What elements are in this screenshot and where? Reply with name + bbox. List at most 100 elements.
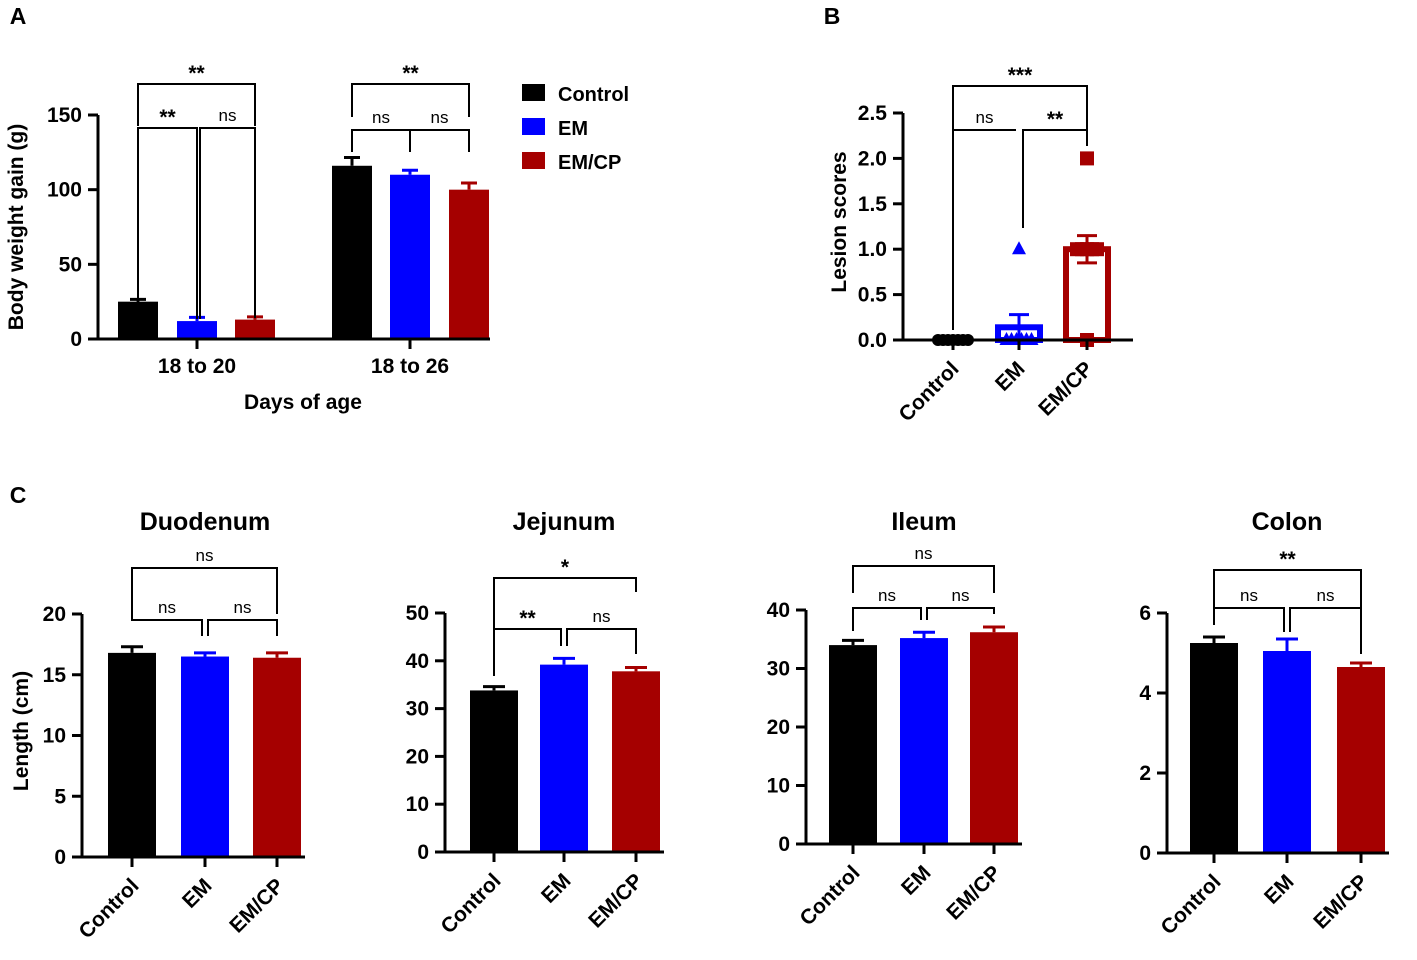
- x-tick-label-c: EM: [537, 869, 576, 908]
- y-axis-c-tick-label: 10: [406, 793, 429, 816]
- significance-bracket-c-label: **: [519, 607, 536, 630]
- y-axis-c-tick-label: 30: [406, 698, 429, 721]
- chart-title-2: Ileum: [891, 508, 956, 536]
- error-bar-c: [1350, 661, 1372, 667]
- x-tick-label-c: Control: [436, 869, 505, 938]
- error-bar-c: [983, 625, 1005, 633]
- y-axis-title-a: Body weight gain (g): [5, 124, 28, 330]
- y-axis-b-tick-label: 0.0: [858, 329, 887, 352]
- significance-bracket-a-label: ns: [219, 106, 237, 125]
- y-axis-c-tick-label: 6: [1139, 602, 1151, 625]
- significance-bracket-a-label: **: [402, 62, 419, 85]
- data-point-b: [1090, 242, 1104, 257]
- bar-a-EM/CP-0: [235, 319, 275, 339]
- significance-bracket-c-label: ns: [1240, 586, 1258, 605]
- data-point-b: [1080, 151, 1094, 166]
- data-point-b: [1012, 241, 1026, 255]
- significance-bracket-a-label: ns: [431, 108, 449, 127]
- significance-bracket-c-label: ns: [234, 598, 252, 617]
- y-axis-a-tick-label: 150: [47, 104, 82, 127]
- y-axis-c-tick-label: 40: [767, 599, 790, 622]
- x-tick-label-a: 18 to 26: [371, 355, 449, 378]
- significance-bracket-a-label: **: [159, 106, 176, 129]
- significance-bracket-a: [351, 129, 411, 152]
- x-tick-label-a: 18 to 20: [158, 355, 236, 378]
- x-tick-label-c: EM/CP: [942, 861, 1005, 924]
- legend-swatch-EM: [522, 118, 545, 135]
- significance-bracket-c: [852, 607, 922, 631]
- y-axis-b-tick-label: 1.5: [858, 193, 888, 216]
- significance-bracket-c-label: **: [1279, 548, 1296, 571]
- y-axis-c-tick-label: 30: [767, 658, 790, 681]
- significance-bracket-b-label: ns: [976, 108, 994, 127]
- y-axis-c-tick-label: 50: [406, 602, 429, 625]
- x-tick-label-c: EM/CP: [584, 869, 647, 932]
- bar-a-EM/CP-1: [449, 189, 489, 339]
- error-bar-c: [553, 656, 575, 665]
- x-tick-label-b: Control: [894, 357, 963, 426]
- bar-c-Control: [829, 645, 877, 844]
- bar-c-EM/CP: [612, 671, 660, 852]
- significance-bracket-c: [493, 577, 637, 676]
- significance-bracket-c-label: ns: [1317, 586, 1335, 605]
- y-axis-c-tick-label: 2: [1139, 762, 1151, 785]
- y-axis-a-tick-label: 0: [70, 328, 82, 351]
- significance-bracket-c: [131, 567, 278, 614]
- y-axis-b-tick-label: 1.0: [858, 238, 887, 261]
- bar-c-Control: [1190, 643, 1238, 853]
- bar-a-EM-0: [177, 321, 217, 339]
- y-axis-c-tick-label: 15: [43, 664, 67, 687]
- legend-label: EM: [558, 118, 588, 140]
- x-tick-label-c: EM: [897, 861, 936, 900]
- significance-bracket-c-label: ns: [158, 598, 176, 617]
- x-tick-label-c: EM: [1260, 870, 1299, 909]
- bar-a-Control-1: [332, 165, 372, 339]
- y-axis-a-tick-label: 50: [59, 253, 82, 276]
- y-axis-c-tick-label: 0: [1139, 842, 1151, 865]
- chart-title-3: Colon: [1252, 508, 1323, 536]
- error-bar-c: [1203, 635, 1225, 643]
- significance-bracket-c: [207, 619, 278, 636]
- significance-bracket-c: [852, 565, 995, 593]
- bar-c-EM: [540, 664, 588, 852]
- significance-bracket-b-label: **: [1047, 108, 1064, 131]
- y-axis-c-tick-label: 10: [43, 725, 66, 748]
- y-axis-b-tick-label: 2.5: [858, 102, 888, 125]
- x-tick-label-c: EM/CP: [1309, 870, 1372, 933]
- significance-bracket-a: [137, 127, 198, 319]
- bar-c-EM: [900, 638, 948, 844]
- legend-swatch-Control: [522, 84, 545, 101]
- x-tick-label-b: EM/CP: [1034, 357, 1097, 420]
- y-axis-title-b: Lesion scores: [828, 151, 851, 292]
- y-axis-c-tick-label: 40: [406, 650, 429, 673]
- significance-bracket-b: [952, 129, 1016, 330]
- bar-c-Control: [108, 652, 156, 857]
- x-tick-label-c: EM: [178, 874, 217, 913]
- significance-bracket-a-label: **: [188, 62, 205, 85]
- y-axis-title-c: Length (cm): [10, 671, 33, 791]
- significance-bracket-c: [1213, 607, 1285, 632]
- error-bar-c: [266, 651, 288, 658]
- y-axis-c-tick-label: 20: [406, 745, 429, 768]
- significance-bracket-a: [351, 83, 470, 117]
- x-tick-label-b: EM: [991, 357, 1030, 396]
- significance-bracket-c-label: ns: [952, 586, 970, 605]
- error-bar-c: [842, 638, 864, 646]
- significance-bracket-a: [409, 129, 470, 152]
- error-bar-c: [1276, 637, 1298, 651]
- panel-label-c: C: [10, 482, 27, 508]
- significance-bracket-c: [131, 614, 203, 636]
- error-bar-c: [194, 651, 216, 657]
- y-axis-c-tick-label: 0: [54, 846, 66, 869]
- error-bar-b: [1009, 313, 1029, 328]
- significance-bracket-a: [199, 127, 256, 319]
- significance-bracket-c: [566, 628, 637, 654]
- y-axis-c-tick-label: 10: [767, 775, 790, 798]
- bar-a-EM-1: [390, 174, 430, 339]
- significance-bracket-c-label: ns: [196, 546, 214, 565]
- y-axis-c-tick-label: 20: [767, 716, 790, 739]
- error-bar-c: [121, 645, 143, 653]
- x-tick-label-c: EM/CP: [225, 874, 288, 937]
- error-bar-a: [402, 168, 418, 175]
